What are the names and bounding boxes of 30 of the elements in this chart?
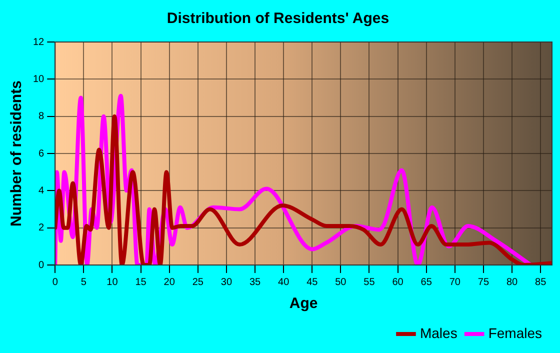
x-tick-label: 50 [335,276,347,288]
y-tick-label: 10 [33,74,45,85]
x-tick-label: 30 [220,276,232,288]
y-tick-label: 0 [38,260,45,271]
y-tick-label: 6 [38,148,45,160]
y-tick-label: 8 [38,111,45,122]
x-tick-label: 65 [420,276,432,288]
y-axis-title: Number of residents [8,80,26,226]
y-tick-label: 2 [38,222,45,234]
x-tick-label: 10 [106,276,118,288]
x-tick-label: 35 [249,276,262,288]
x-tick-label: 85 [535,276,547,288]
x-tick-label: 25 [192,276,204,288]
x-tick-label: 60 [392,276,404,288]
x-tick-label: 80 [506,276,518,288]
x-tick-label: 55 [364,276,376,288]
x-tick-label: 20 [164,276,176,288]
x-axis-title: Age [289,295,318,312]
y-tick-label: 12 [33,36,45,48]
chart-title: Distribution of Residents' Ages [166,10,390,28]
x-tick-label: 75 [478,276,490,288]
x-tick-label: 45 [306,276,318,288]
legend-label: Females [488,324,542,341]
x-tick-label: 40 [278,276,290,288]
x-tick-label: 70 [449,276,461,288]
x-tick-label: 5 [80,276,87,288]
y-tick-label: 4 [38,185,45,196]
x-tick-label: 0 [52,276,58,288]
legend-label: Males [420,324,458,341]
x-tick-label: 15 [135,276,147,288]
